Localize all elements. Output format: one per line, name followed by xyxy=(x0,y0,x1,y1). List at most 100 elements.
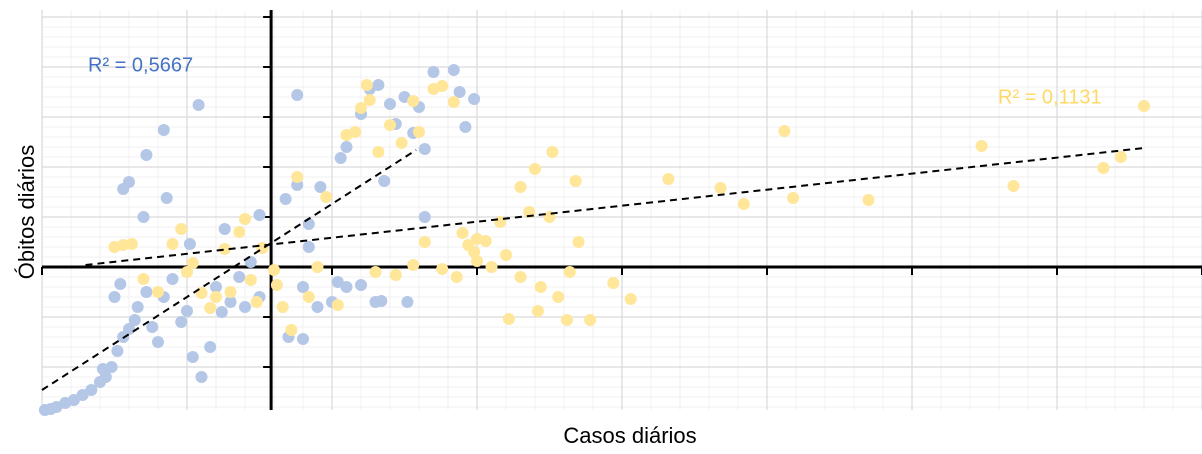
point xyxy=(340,141,353,153)
point xyxy=(224,296,237,308)
point xyxy=(76,389,89,401)
point xyxy=(378,175,391,187)
point xyxy=(181,305,193,317)
point xyxy=(195,371,208,383)
point xyxy=(311,261,324,273)
point xyxy=(407,95,420,107)
point xyxy=(349,126,362,138)
point xyxy=(1114,151,1127,163)
point xyxy=(67,394,80,406)
point xyxy=(401,296,414,308)
point xyxy=(239,213,251,225)
point xyxy=(427,66,440,78)
point xyxy=(175,316,188,328)
trendline xyxy=(85,147,1145,266)
point xyxy=(218,223,231,235)
point xyxy=(215,306,228,318)
point xyxy=(459,121,472,133)
point xyxy=(270,279,283,291)
point xyxy=(239,301,251,313)
point xyxy=(111,345,124,357)
point xyxy=(418,211,431,223)
point xyxy=(372,79,385,91)
point xyxy=(183,238,196,250)
point xyxy=(453,86,466,98)
point xyxy=(244,274,257,286)
point xyxy=(137,211,150,223)
point xyxy=(204,341,217,353)
point xyxy=(436,263,449,275)
point xyxy=(152,336,164,348)
point xyxy=(389,269,402,281)
point xyxy=(418,236,431,248)
point xyxy=(186,257,199,269)
point xyxy=(152,286,164,298)
point xyxy=(418,143,431,155)
point xyxy=(166,238,179,250)
point xyxy=(355,102,367,114)
point xyxy=(569,175,582,187)
point xyxy=(468,93,481,105)
point xyxy=(427,83,440,95)
point xyxy=(534,281,547,293)
point xyxy=(128,314,141,326)
point xyxy=(369,266,382,278)
point xyxy=(572,236,585,248)
point xyxy=(166,273,179,285)
point xyxy=(137,273,150,285)
point xyxy=(560,314,573,326)
point xyxy=(297,281,309,293)
point xyxy=(291,89,304,101)
point xyxy=(975,140,988,152)
y-axis-label: Óbitos diários xyxy=(14,145,39,280)
point xyxy=(468,246,481,258)
point xyxy=(279,193,292,205)
point xyxy=(471,255,483,267)
point xyxy=(485,261,498,273)
point xyxy=(302,291,315,303)
point xyxy=(224,286,237,298)
point xyxy=(531,305,544,317)
point xyxy=(195,287,208,299)
r2-label: R² = 0,1131 xyxy=(998,86,1102,108)
point xyxy=(314,181,327,193)
point xyxy=(413,126,425,138)
point xyxy=(334,152,347,164)
point xyxy=(563,266,576,278)
point xyxy=(218,243,231,255)
point xyxy=(276,301,289,313)
point xyxy=(320,191,333,203)
point xyxy=(125,238,138,250)
point xyxy=(117,239,130,251)
point xyxy=(114,278,127,290)
point xyxy=(447,64,460,76)
point xyxy=(552,291,565,303)
point xyxy=(233,271,246,283)
point xyxy=(297,333,309,345)
point xyxy=(607,277,620,289)
point xyxy=(331,276,344,288)
point xyxy=(233,226,246,238)
point xyxy=(1138,100,1150,112)
point xyxy=(456,227,469,239)
point xyxy=(395,137,408,149)
x-axis-label: Casos diários xyxy=(563,423,696,448)
point xyxy=(268,264,280,276)
point xyxy=(331,299,344,311)
point xyxy=(1007,180,1020,192)
point xyxy=(186,351,199,363)
point xyxy=(131,301,144,313)
point xyxy=(584,314,597,326)
point xyxy=(140,286,153,298)
point xyxy=(285,324,298,336)
point xyxy=(311,301,324,313)
r2-label: R² = 0,5667 xyxy=(88,54,193,76)
point xyxy=(105,361,118,373)
point xyxy=(514,181,527,193)
point xyxy=(372,146,385,158)
point xyxy=(360,79,373,91)
point xyxy=(340,281,353,293)
point xyxy=(384,119,396,131)
point xyxy=(384,98,396,110)
